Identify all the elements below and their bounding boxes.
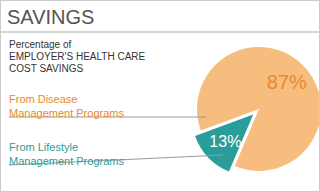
html-text:SAVINGS: SAVINGS — [7, 6, 95, 28]
html-text:Management Programs: Management Programs — [9, 107, 124, 119]
svg-text:13%: 13% — [209, 133, 241, 150]
html-text:From Lifestyle: From Lifestyle — [9, 141, 79, 153]
svg-text:87%: 87% — [267, 71, 307, 93]
html-text:Management Programs: Management Programs — [9, 155, 124, 167]
html-text:Percentage of EMPLOYER'S HEALT: Percentage of EMPLOYER'S HEALTH CARE COS… — [9, 39, 146, 74]
html-text:From Disease: From Disease — [9, 93, 78, 105]
